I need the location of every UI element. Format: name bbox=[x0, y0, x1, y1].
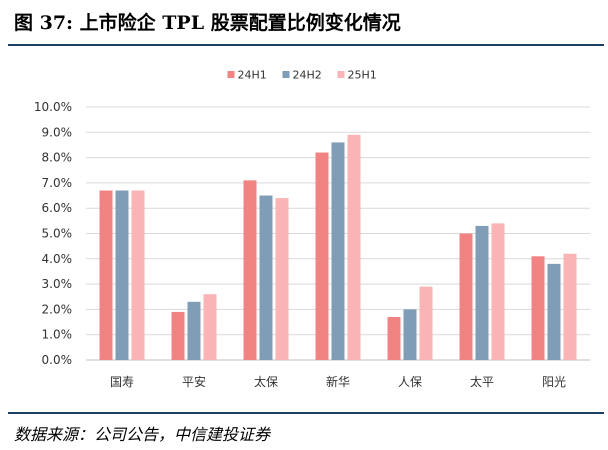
bottom-rule bbox=[8, 412, 604, 414]
bar-24h1 bbox=[531, 256, 545, 360]
y-tick-label: 10.0% bbox=[34, 100, 72, 114]
bar-25h1 bbox=[419, 286, 433, 360]
bar-25h1 bbox=[131, 190, 145, 360]
y-tick-label: 6.0% bbox=[42, 201, 73, 215]
legend-swatch bbox=[227, 71, 235, 78]
y-tick-label: 1.0% bbox=[42, 328, 73, 342]
x-tick-label: 国寿 bbox=[110, 375, 134, 389]
top-rule bbox=[8, 44, 604, 46]
x-tick-label: 新华 bbox=[326, 374, 350, 389]
bar-24h1 bbox=[243, 180, 257, 360]
y-tick-label: 8.0% bbox=[42, 151, 73, 165]
bar-24h2 bbox=[403, 309, 417, 360]
bar-24h1 bbox=[459, 233, 473, 360]
y-tick-label: 4.0% bbox=[42, 252, 73, 266]
x-tick-label: 平安 bbox=[182, 374, 206, 389]
bar-24h1 bbox=[171, 311, 185, 360]
x-tick-label: 太平 bbox=[470, 374, 494, 389]
x-tick-label: 人保 bbox=[398, 375, 422, 389]
bar-24h2 bbox=[331, 142, 345, 360]
y-tick-label: 9.0% bbox=[42, 125, 73, 139]
bar-25h1 bbox=[347, 134, 361, 360]
bar-24h1 bbox=[315, 152, 329, 360]
y-tick-label: 5.0% bbox=[42, 227, 73, 241]
bar-24h1 bbox=[99, 190, 113, 360]
x-tick-label: 阳光 bbox=[542, 375, 566, 389]
bar-25h1 bbox=[491, 223, 505, 360]
bar-24h1 bbox=[387, 316, 401, 360]
legend-label: 24H1 bbox=[238, 69, 267, 82]
y-tick-label: 2.0% bbox=[42, 302, 73, 316]
source-note: 数据来源：公司公告，中信建投证券 bbox=[14, 425, 271, 444]
y-tick-label: 0.0% bbox=[42, 353, 73, 367]
legend-swatch bbox=[337, 71, 345, 78]
bar-24h2 bbox=[475, 225, 489, 360]
bar-25h1 bbox=[563, 253, 577, 360]
y-tick-label: 3.0% bbox=[42, 277, 73, 291]
bar-chart: 0.0% 1.0% 2.0% 3.0% 4.0% 5.0% 6.0% 7.0% 8.0% 9.0%… bbox=[34, 69, 590, 389]
figure-title: 图 37: 上市险企 TPL 股票配置比例变化情况 bbox=[14, 12, 401, 34]
bar-25h1 bbox=[203, 294, 217, 360]
bar-24h2 bbox=[115, 190, 129, 360]
bar-24h2 bbox=[187, 301, 201, 360]
legend-swatch bbox=[282, 71, 290, 78]
bar-24h2 bbox=[547, 263, 561, 360]
legend-label: 24H2 bbox=[293, 69, 322, 82]
y-tick-label: 7.0% bbox=[42, 176, 73, 190]
x-tick-label: 太保 bbox=[254, 374, 278, 389]
legend-label: 25H1 bbox=[348, 69, 377, 82]
bar-25h1 bbox=[275, 198, 289, 360]
bar-24h2 bbox=[259, 195, 273, 360]
